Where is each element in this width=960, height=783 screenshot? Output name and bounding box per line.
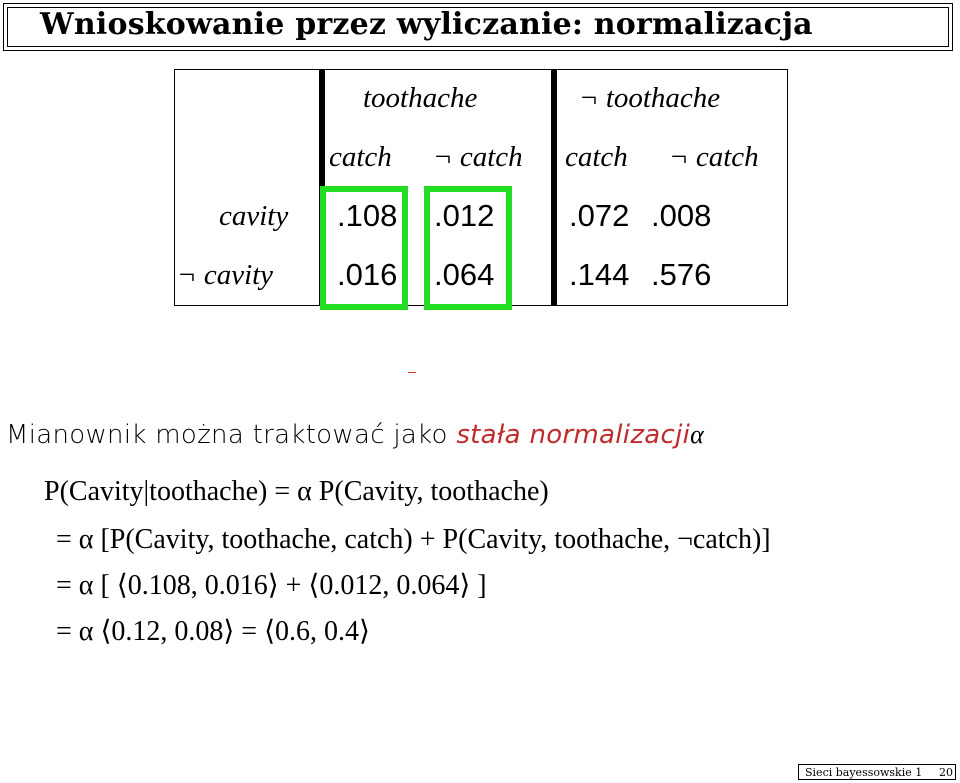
cell-not-cavity-not-catch: .064	[434, 257, 495, 292]
alpha-symbol: α	[690, 420, 705, 449]
cell-cavity-not-toothache-not-catch: .008	[651, 198, 712, 233]
cell-not-cavity-not-toothache-catch: .144	[569, 257, 630, 292]
slide-title-box: Wnioskowanie przez wyliczanie: normaliza…	[3, 3, 953, 51]
cell-not-cavity-not-toothache-not-catch: .576	[651, 257, 712, 292]
cell-not-cavity-catch: .016	[337, 257, 398, 292]
equation-line-4: = α ⟨0.12, 0.08⟩ = ⟨0.6, 0.4⟩	[56, 616, 370, 647]
table-middle-rule	[551, 70, 557, 305]
slide-title: Wnioskowanie przez wyliczanie: normaliza…	[40, 7, 813, 42]
header-not-toothache: ¬ toothache	[579, 82, 721, 114]
cell-cavity-not-toothache-catch: .072	[569, 198, 630, 233]
row-label-not-cavity: ¬ cavity	[177, 259, 274, 291]
cell-cavity-catch: .108	[337, 198, 398, 233]
subheader-not-catch-2: ¬ catch	[669, 141, 759, 173]
header-toothache: toothache	[363, 82, 478, 114]
equation-line-3: = α [ ⟨0.108, 0.016⟩ + ⟨0.012, 0.064⟩ ]	[56, 570, 487, 601]
normalization-term: stała normalizacji	[456, 420, 691, 450]
normalization-remark-prefix: Mianownik można traktować jako	[6, 420, 457, 450]
subheader-catch-2: catch	[565, 141, 628, 173]
highlight-catch-column	[320, 186, 408, 310]
subheader-catch-1: catch	[329, 141, 392, 173]
normalization-remark: Mianownik można traktować jako stała nor…	[6, 420, 704, 450]
highlight-not-catch-column	[424, 186, 512, 310]
equation-line-2: = α [P(Cavity, toothache, catch) + P(Cav…	[56, 524, 771, 555]
row-label-cavity: cavity	[219, 200, 289, 232]
cell-cavity-not-catch: .012	[434, 198, 495, 233]
stray-mark	[408, 372, 416, 373]
equation-line-1: P(Cavity|toothache) = α P(Cavity, tootha…	[44, 476, 549, 507]
slide-footer: Sieci bayessowskie 1 20	[798, 764, 956, 780]
footer-label: Sieci bayessowskie 1	[805, 766, 923, 779]
joint-distribution-table: toothache ¬ toothache catch ¬ catch catc…	[174, 69, 788, 310]
subheader-not-catch-1: ¬ catch	[433, 141, 523, 173]
page-number: 20	[939, 766, 953, 779]
